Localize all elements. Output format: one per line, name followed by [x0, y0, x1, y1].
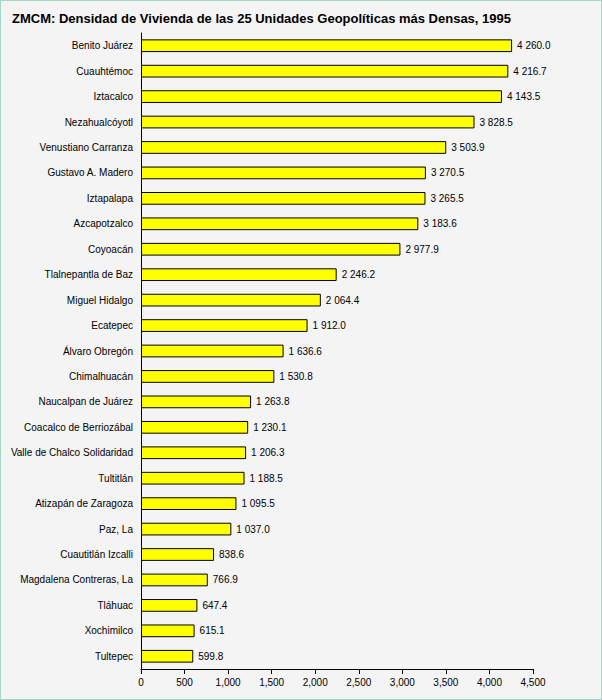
svg-text:Iztapalapa: Iztapalapa — [87, 193, 134, 204]
svg-text:4 143.5: 4 143.5 — [507, 91, 541, 102]
svg-text:Valle de Chalco Solidaridad: Valle de Chalco Solidaridad — [11, 447, 133, 458]
svg-text:2,000: 2,000 — [303, 677, 328, 688]
svg-text:Tlalnepantla de Baz: Tlalnepantla de Baz — [45, 269, 133, 280]
svg-text:615.1: 615.1 — [200, 625, 225, 636]
svg-text:Cuauhtémoc: Cuauhtémoc — [76, 66, 133, 77]
svg-text:Iztacalco: Iztacalco — [94, 91, 134, 102]
svg-text:838.6: 838.6 — [219, 549, 244, 560]
svg-text:3,000: 3,000 — [390, 677, 415, 688]
svg-text:1 095.5: 1 095.5 — [241, 498, 275, 509]
svg-text:3 828.5: 3 828.5 — [480, 117, 514, 128]
svg-text:1 188.5: 1 188.5 — [250, 473, 284, 484]
svg-text:0: 0 — [138, 677, 144, 688]
svg-text:1,500: 1,500 — [259, 677, 284, 688]
svg-text:647.4: 647.4 — [202, 600, 227, 611]
svg-text:Tultitlán: Tultitlán — [98, 473, 133, 484]
svg-text:1 230.1: 1 230.1 — [253, 422, 287, 433]
svg-text:1 206.3: 1 206.3 — [251, 447, 285, 458]
svg-text:Venustiano Carranza: Venustiano Carranza — [40, 142, 134, 153]
svg-text:1 037.0: 1 037.0 — [236, 524, 270, 535]
svg-text:Ecatepec: Ecatepec — [91, 320, 133, 331]
svg-text:Nezahualcóyotl: Nezahualcóyotl — [65, 117, 133, 128]
svg-text:Paz, La: Paz, La — [99, 524, 133, 535]
svg-text:3,500: 3,500 — [433, 677, 458, 688]
svg-text:4,500: 4,500 — [520, 677, 545, 688]
svg-text:Xochimilco: Xochimilco — [85, 625, 134, 636]
svg-text:2 064.4: 2 064.4 — [326, 295, 360, 306]
svg-text:1 263.8: 1 263.8 — [256, 396, 290, 407]
svg-text:500: 500 — [176, 677, 193, 688]
svg-text:4,000: 4,000 — [477, 677, 502, 688]
svg-text:Atizapán de Zaragoza: Atizapán de Zaragoza — [35, 498, 133, 509]
svg-text:4 216.7: 4 216.7 — [513, 66, 547, 77]
svg-text:4 260.0: 4 260.0 — [517, 40, 551, 51]
svg-text:3 270.5: 3 270.5 — [431, 167, 465, 178]
svg-text:2 246.2: 2 246.2 — [342, 269, 376, 280]
svg-text:2,500: 2,500 — [346, 677, 371, 688]
svg-text:Cuautitlán Izcalli: Cuautitlán Izcalli — [60, 549, 133, 560]
svg-text:Coacalco de Berriozábal: Coacalco de Berriozábal — [24, 422, 133, 433]
svg-text:Azcapotzalco: Azcapotzalco — [74, 218, 134, 229]
svg-text:1 912.0: 1 912.0 — [313, 320, 347, 331]
svg-text:Gustavo A. Madero: Gustavo A. Madero — [47, 167, 133, 178]
svg-text:ZMCM: Densidad de Vivienda de: ZMCM: Densidad de Vivienda de las 25 Uni… — [12, 11, 511, 26]
svg-text:Tultepec: Tultepec — [95, 651, 133, 662]
svg-text:Chimalhuacán: Chimalhuacán — [69, 371, 133, 382]
svg-text:1,000: 1,000 — [216, 677, 241, 688]
svg-text:Coyoacán: Coyoacán — [88, 244, 133, 255]
svg-text:2 977.9: 2 977.9 — [405, 244, 439, 255]
svg-text:Benito Juárez: Benito Juárez — [72, 40, 133, 51]
svg-text:Álvaro Obregón: Álvaro Obregón — [63, 345, 133, 357]
svg-text:Tláhuac: Tláhuac — [97, 600, 133, 611]
svg-text:599.8: 599.8 — [198, 651, 223, 662]
svg-text:1 530.8: 1 530.8 — [279, 371, 313, 382]
svg-text:3 183.6: 3 183.6 — [423, 218, 457, 229]
svg-text:Naucalpan de Juárez: Naucalpan de Juárez — [38, 396, 133, 407]
svg-text:Miguel Hidalgo: Miguel Hidalgo — [67, 295, 134, 306]
svg-text:3 503.9: 3 503.9 — [451, 142, 485, 153]
svg-text:766.9: 766.9 — [213, 574, 238, 585]
svg-text:1 636.6: 1 636.6 — [289, 346, 323, 357]
svg-text:3 265.5: 3 265.5 — [430, 193, 464, 204]
svg-text:Magdalena Contreras, La: Magdalena Contreras, La — [20, 574, 133, 585]
